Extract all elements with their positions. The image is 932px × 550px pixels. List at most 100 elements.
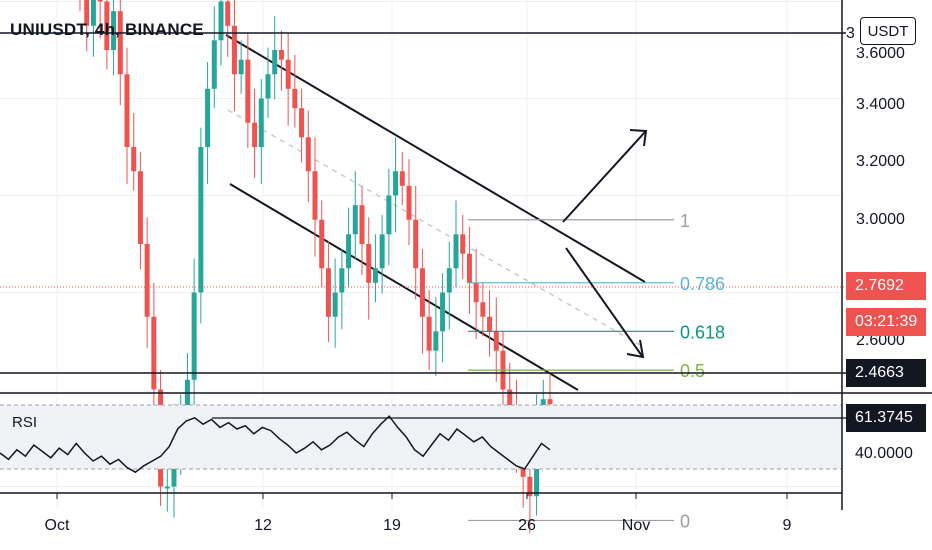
candle-body <box>527 476 533 497</box>
candle-body <box>346 234 352 269</box>
current-price-tag: 2.7692 <box>846 272 926 300</box>
candle-body <box>312 171 318 220</box>
candle-body <box>460 234 466 254</box>
candle-body <box>265 74 271 99</box>
candle-body <box>393 171 399 196</box>
candle-body <box>325 268 331 317</box>
candle-body <box>278 50 284 60</box>
candle-body <box>124 74 130 147</box>
candle-body <box>238 59 244 75</box>
countdown-tag: 03:21:39 <box>846 308 926 336</box>
candle-body <box>184 379 190 414</box>
candle-body <box>252 122 258 147</box>
candle-body <box>245 59 251 123</box>
time-tick-label: 26 <box>518 517 536 534</box>
rsi-line <box>0 415 551 474</box>
candle-body <box>97 0 103 2</box>
candle-body <box>231 25 237 75</box>
candle-body <box>507 389 513 414</box>
channel-midline <box>227 109 641 346</box>
top-price-tag: 3 <box>846 20 860 48</box>
rsi-label: RSI <box>12 414 38 431</box>
candle-body <box>480 302 486 317</box>
candle-body <box>285 59 291 89</box>
rsi-indicator <box>0 392 932 474</box>
fib-level-label: 0 <box>680 511 690 531</box>
candle-body <box>366 244 372 283</box>
candle-body <box>379 234 385 269</box>
candle-body <box>319 219 325 269</box>
candle-body <box>90 0 96 26</box>
channel-upper-line <box>225 34 646 283</box>
price-tick-label: 3.6000 <box>856 45 905 62</box>
breakdown-arrowhead <box>626 339 645 359</box>
candle-body <box>466 253 472 283</box>
candle-body <box>493 331 499 351</box>
candle-body <box>547 399 553 405</box>
price-tick-label: 3.4000 <box>856 96 905 113</box>
fib-level-label: 0.5 <box>680 361 705 381</box>
rsi-level-tag: 61.3745 <box>846 404 926 432</box>
horizontal-levels <box>0 32 846 374</box>
candle-body <box>272 50 278 75</box>
candle-body <box>137 171 143 244</box>
candle-body <box>305 137 311 172</box>
channel-lower-line <box>229 183 579 391</box>
candle-body <box>151 316 157 390</box>
candle-body <box>218 1 224 41</box>
candle-body <box>205 88 211 147</box>
descending-channel <box>225 34 646 391</box>
candle-body <box>453 234 459 269</box>
candle-body <box>399 171 405 186</box>
candle-body <box>164 486 170 489</box>
breakdown-arrow <box>565 247 643 357</box>
candle-body <box>352 205 358 235</box>
price-tick-label: 3.0000 <box>856 211 905 228</box>
fib-level-label: 1 <box>680 211 690 231</box>
fib-level-label: 0.786 <box>680 274 725 294</box>
candle-body <box>292 88 298 109</box>
rsi-tick-label: 40.0000 <box>846 440 926 468</box>
candle-body <box>104 1 110 50</box>
candle-body <box>332 292 338 317</box>
fib-level-label: 0.618 <box>680 322 725 342</box>
candle-body <box>413 219 419 269</box>
support-price-tag: 2.4663 <box>846 359 926 387</box>
candle-body <box>198 147 204 293</box>
projection-arrows <box>562 129 648 359</box>
candle-body <box>406 185 412 220</box>
time-tick-label: Oct <box>45 517 70 534</box>
time-tick-label: Nov <box>622 517 650 534</box>
symbol-title: UNIUSDT, 4h, BINANCE <box>10 20 204 39</box>
breakout-arrow <box>562 131 646 223</box>
candle-body <box>299 108 305 138</box>
candle-body <box>419 268 425 317</box>
time-tick-label: 12 <box>254 517 272 534</box>
candle-body <box>487 316 493 332</box>
candle-body <box>225 1 231 26</box>
candle-body <box>191 292 197 380</box>
candle-body <box>117 11 123 75</box>
time-tick-label: 9 <box>783 517 792 534</box>
breakout-arrowhead <box>629 129 648 147</box>
candle-body <box>372 268 378 283</box>
currency-unit-button[interactable]: USDT <box>860 17 916 45</box>
candle-body <box>440 292 446 332</box>
candle-body <box>386 195 392 235</box>
rsi-band <box>0 405 842 469</box>
candle-body <box>211 40 217 89</box>
fibonacci-retracement: 1 0.786 0.618 0.5 0 <box>468 211 725 531</box>
price-tick-label: 3.2000 <box>856 153 905 170</box>
candle-body <box>359 205 365 244</box>
candle-body <box>131 147 137 172</box>
candle-body <box>426 316 432 351</box>
candle-body <box>111 11 117 50</box>
time-tick-label: 19 <box>383 517 401 534</box>
candle-body <box>339 268 345 293</box>
candle-body <box>258 98 264 147</box>
candle-body <box>433 331 439 351</box>
candlestick-series <box>79 0 553 534</box>
price-tick-label: 2.6000 <box>856 332 905 349</box>
